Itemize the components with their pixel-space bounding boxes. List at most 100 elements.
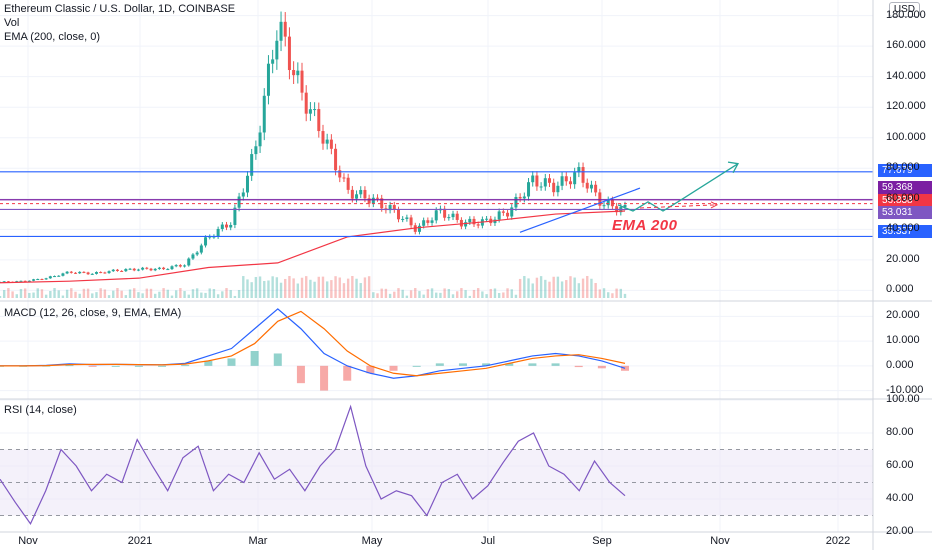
volume-bar xyxy=(422,294,425,298)
volume-bar xyxy=(426,289,430,298)
x-tick-label: Nov xyxy=(710,535,730,547)
volume-bar xyxy=(376,293,379,298)
candle-body xyxy=(602,205,606,207)
macd-histogram-bar xyxy=(65,365,74,367)
candle-body xyxy=(304,92,308,114)
trend-drawings[interactable] xyxy=(519,161,740,233)
volume-bar xyxy=(78,293,81,298)
candle-body xyxy=(15,281,19,283)
candle-body xyxy=(359,189,363,195)
volume-bar xyxy=(15,294,18,298)
macd-histogram-bar xyxy=(505,363,514,366)
macd-histogram-bar xyxy=(320,365,329,391)
volume-bar xyxy=(174,290,178,298)
volume-bar xyxy=(325,281,329,298)
candle-body xyxy=(346,177,350,190)
volume-bar xyxy=(116,288,119,298)
candle-body xyxy=(527,182,531,197)
candle-body xyxy=(476,224,480,226)
candle-body xyxy=(103,272,107,274)
candle-body xyxy=(531,175,535,183)
candle-body xyxy=(90,273,94,275)
volume-bar xyxy=(65,289,69,298)
candle-body xyxy=(560,176,564,186)
candle-body xyxy=(338,170,342,178)
candle-body xyxy=(283,21,287,37)
macd-histogram-bar xyxy=(181,365,190,367)
volume-bar xyxy=(95,292,98,298)
volume-bar xyxy=(456,291,459,298)
volume-bar xyxy=(128,289,132,298)
price-badge-35337: 35.337 xyxy=(878,225,932,238)
ema-annotation[interactable]: EMA 200 xyxy=(612,217,678,234)
candle-body xyxy=(86,272,90,275)
macd-histogram-bar xyxy=(389,365,398,371)
volume-bar xyxy=(246,279,249,298)
volume-bar xyxy=(321,276,325,298)
rsi-band xyxy=(0,449,873,516)
volume-bar xyxy=(544,279,547,298)
volume-bar xyxy=(187,294,190,298)
candle-body xyxy=(506,212,510,217)
volume-bar xyxy=(397,288,400,298)
ema-200-polyline xyxy=(0,210,626,284)
volume-bar xyxy=(305,276,308,298)
volume-bar xyxy=(313,281,316,298)
candle-body xyxy=(183,265,187,267)
volume-bar xyxy=(548,281,551,298)
macd-histogram-bar xyxy=(458,363,467,366)
volume-bar xyxy=(598,289,602,298)
volume-bar xyxy=(447,289,451,298)
volume-bar xyxy=(137,292,140,298)
volume-bar xyxy=(195,288,199,298)
volume-bar xyxy=(443,288,446,298)
volume-bar xyxy=(191,289,195,298)
volume-bar xyxy=(53,288,56,298)
currency-button[interactable]: USD xyxy=(888,2,920,17)
candle-body xyxy=(388,205,392,211)
horizontal-levels[interactable] xyxy=(0,171,873,238)
volume-bar xyxy=(200,292,203,298)
volume-bar xyxy=(242,276,245,298)
volume-bar xyxy=(573,277,576,298)
candle-body xyxy=(225,224,229,228)
volume-bar xyxy=(49,291,52,298)
volume-bar xyxy=(430,288,434,298)
volume-bar xyxy=(229,290,232,298)
candle-body xyxy=(245,175,249,193)
candle-body xyxy=(6,281,10,283)
volume-bar xyxy=(502,292,505,298)
volume-bar xyxy=(107,295,111,298)
candle-body xyxy=(275,40,279,60)
macd-histogram-bar xyxy=(574,365,583,368)
candle-body xyxy=(355,194,359,199)
volume-bar xyxy=(288,276,291,298)
x-tick-label: Jul xyxy=(480,535,496,547)
candle-body xyxy=(279,21,283,41)
candle-body xyxy=(191,254,195,259)
volume-bar xyxy=(99,288,102,298)
candle-body xyxy=(157,267,161,269)
candle-body xyxy=(82,271,86,273)
volume-bar xyxy=(145,288,149,298)
volume-bar xyxy=(275,277,279,298)
volume-bar xyxy=(233,295,237,298)
volume-bar xyxy=(577,283,581,298)
candle-body xyxy=(258,132,262,147)
volume-bar xyxy=(607,292,610,298)
volume-bar xyxy=(493,288,497,298)
candle-body xyxy=(292,70,296,76)
volume-bar xyxy=(481,291,484,298)
volume-bar xyxy=(271,276,274,298)
arrow-head-icon xyxy=(727,161,740,174)
macd-histogram-bar xyxy=(227,358,236,366)
y-tick-label: 60.00 xyxy=(886,459,914,471)
volume-bar xyxy=(133,288,136,298)
macd-legend: MACD (12, 26, close, 9, EMA, EMA) xyxy=(4,307,182,319)
volume-bar xyxy=(32,292,35,298)
ema-200-line xyxy=(0,210,626,284)
candle-body xyxy=(321,131,325,144)
volume-bar xyxy=(70,288,73,298)
